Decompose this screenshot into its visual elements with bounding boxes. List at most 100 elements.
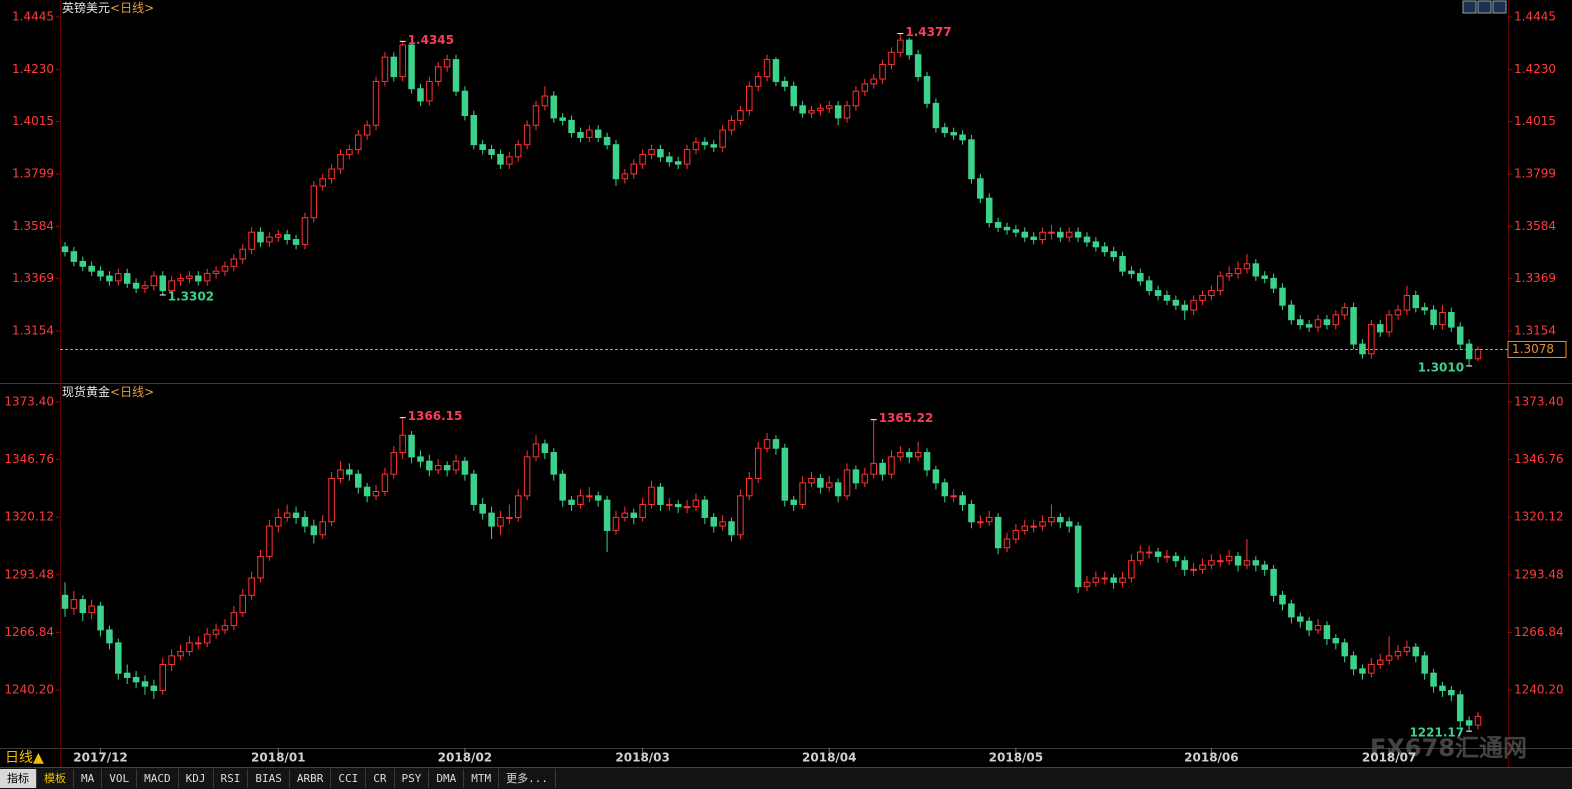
candle-body [888,51,895,65]
candle-body [257,231,264,243]
x-tick-label: 2018/02 [438,751,492,765]
candle-body [799,482,806,505]
candle-body [1456,326,1464,345]
candle-body [461,460,469,475]
instrument-name: 现货黄金 [62,384,110,399]
candle-body [897,39,904,53]
candle-body [612,144,620,180]
candle-body [310,185,318,219]
candle-body [1474,348,1482,360]
button[interactable] [1462,0,1477,14]
toolbar-tab[interactable]: PSY [395,769,430,788]
candle-body [639,503,646,518]
candle-body [275,234,282,238]
candle-body [683,149,691,165]
toolbar-tab[interactable]: KDJ [179,769,214,788]
candle-body [399,434,406,454]
candle-body [337,469,344,480]
candle-body [1208,290,1215,296]
candle-body [1421,655,1428,674]
candle-body [1350,307,1357,345]
toolbar: 指标 模板 MA VOL MACD KDJ RSI BIAS ARBR CCI CR PSY DMA MT… [0,767,1572,789]
candle-body [434,465,442,471]
period-selector: 日线▲ [5,750,44,766]
candle-body [1074,231,1082,238]
candle-body [132,282,140,289]
candle-body [879,63,886,80]
candle-body [1110,251,1117,258]
x-tick-label: 2018/06 [1184,751,1238,765]
candle-body [1163,294,1171,301]
candle-body [70,251,78,262]
candle-body [817,478,824,488]
candle-body [177,277,184,282]
candle-body [1465,720,1473,726]
candle-body [923,76,931,104]
toolbar-tab[interactable]: DMA [429,769,465,788]
candle-body [381,56,389,82]
candle-body [728,521,735,536]
candle-body [586,129,593,138]
candle-body [355,473,362,488]
candle-body [994,516,1002,549]
candle-body [346,469,353,475]
toolbar-tab[interactable]: RSI [214,769,249,788]
candle-body [879,462,886,475]
button[interactable] [1477,0,1492,14]
toolbar-tab[interactable]: 更多... [499,769,556,788]
button[interactable] [1492,0,1507,14]
candle-body [132,676,140,683]
candle-body [461,90,469,117]
candle-body [1403,646,1411,653]
candle-body [1065,521,1073,527]
toolbar-tab[interactable]: ARBR [290,769,332,788]
toolbar-tab[interactable]: MTM [464,769,500,788]
candle-body [772,439,780,449]
candle-body [328,478,335,523]
candle-body [97,270,104,277]
candle-body [985,516,993,523]
candle-body [737,495,744,536]
candle-body [1101,577,1109,580]
candle-body [1021,525,1029,531]
toolbar-tab[interactable]: MACD [137,769,179,788]
toolbar-tab[interactable]: VOL [102,769,138,788]
candle-body [1057,231,1064,238]
candle-body [97,605,104,631]
toolbar-tab[interactable]: 指标 [0,769,37,788]
candle-body [710,144,717,148]
toolbar-tab[interactable]: MA [74,769,103,788]
candle-body [61,594,69,609]
candle-body [1376,659,1384,666]
candle-body [1021,231,1029,238]
toolbar-tab[interactable]: CCI [331,769,367,788]
toolbar-tab[interactable]: 模板 [37,769,74,788]
toolbar-tab[interactable]: BIAS [248,769,290,788]
candle-body [1314,319,1322,328]
candle-body [1225,273,1233,277]
y-tick-label: 1.3799 [1514,167,1556,181]
candle-body [106,275,113,282]
candle-body [150,685,158,691]
candle-body [106,629,113,644]
toolbar-tab[interactable]: CR [366,769,395,788]
candle-body [630,512,638,518]
candle-body [488,149,495,155]
y-tick-label: 1.4230 [12,62,54,76]
candle-body [221,265,229,272]
candle-body [1261,564,1268,570]
candle-body [1439,685,1446,691]
y-tick-label: 1.4015 [1514,114,1556,128]
candle-body [479,503,486,514]
candle-body [1190,299,1197,311]
y-tick-label: 1266.84 [4,625,54,639]
candle-body [434,66,442,82]
candle-body [443,59,451,68]
window-buttons[interactable] [1462,0,1507,14]
candle-body [1323,319,1331,326]
x-tick-label: 2018/03 [615,751,669,765]
candle-body [1137,273,1144,282]
y-tick-label: 1240.20 [4,683,54,697]
watermark: FX678汇通网 [1370,734,1527,762]
candle-body [950,495,957,498]
